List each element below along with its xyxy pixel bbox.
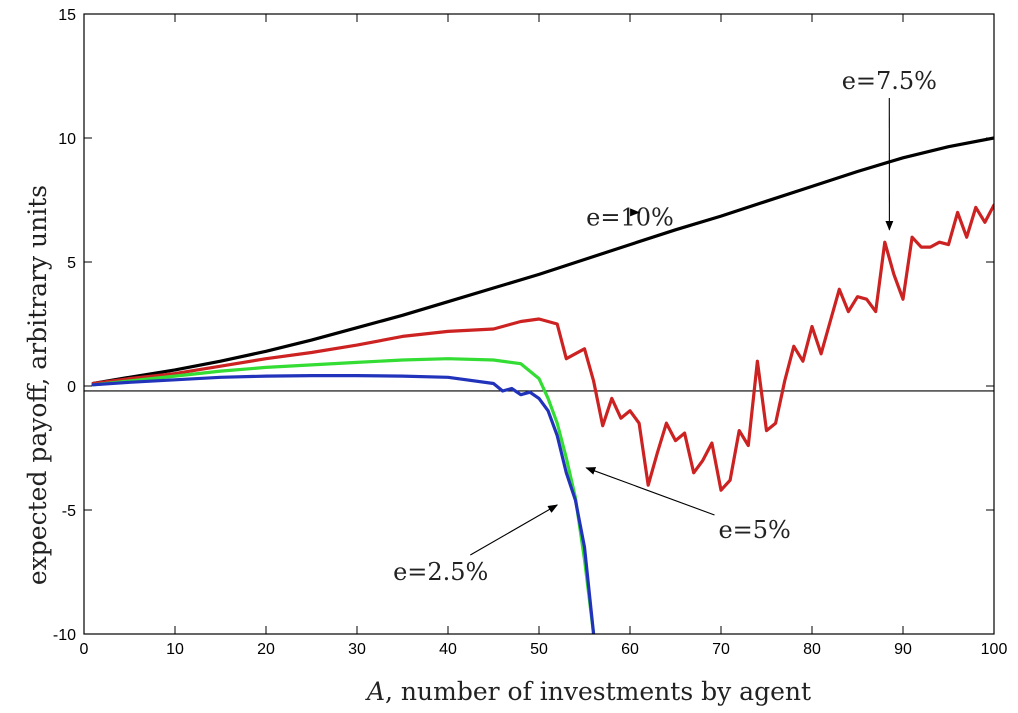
annotation-arrow-e-5 bbox=[585, 467, 715, 516]
x-tick-label: 50 bbox=[530, 641, 548, 658]
x-axis-variable: A bbox=[365, 677, 385, 706]
x-tick-label: 70 bbox=[712, 641, 730, 658]
y-tick-label: 15 bbox=[58, 7, 76, 24]
plot-background bbox=[84, 14, 994, 634]
x-tick-label: 60 bbox=[621, 641, 639, 658]
series-line-e-7-5 bbox=[91, 203, 994, 492]
x-tick-label: 40 bbox=[439, 641, 457, 658]
x-tick-label: 20 bbox=[257, 641, 275, 658]
series-line-e-2-5 bbox=[91, 374, 596, 634]
annotation-arrow-e-2-5 bbox=[470, 504, 559, 556]
x-tick-label: 100 bbox=[981, 641, 1008, 658]
tick-layer: 0 10 20 30 40 50 60 70 80 90 100 -10 -5 0 5 10 15 bbox=[53, 7, 1008, 658]
y-tick-label: 5 bbox=[67, 255, 76, 272]
y-axis-title: expected payoff, arbitrary units bbox=[23, 185, 52, 585]
plot-frame bbox=[83, 13, 995, 635]
series-line-e-5 bbox=[91, 357, 596, 634]
annotation-label-e-2-5: e=2.5% bbox=[393, 558, 488, 586]
x-axis-title-text: , number of investments by agent bbox=[385, 677, 811, 706]
y-tick-label: -5 bbox=[62, 503, 76, 520]
x-axis-title: A, number of investments by agent bbox=[365, 677, 811, 706]
x-tick-label: 90 bbox=[894, 641, 912, 658]
x-tick-label: 30 bbox=[348, 641, 366, 658]
series-line-e-10 bbox=[91, 136, 994, 386]
annotation-label-e-7-5: e=7.5% bbox=[842, 67, 937, 95]
annotation-layer: e=10% e=7.5% e=5% e=2.5% bbox=[393, 67, 937, 586]
x-tick-label: 10 bbox=[166, 641, 184, 658]
x-tick-label: 0 bbox=[80, 641, 89, 658]
y-tick-label: -10 bbox=[53, 627, 76, 644]
series-layer bbox=[91, 136, 994, 634]
annotation-label-e-5: e=5% bbox=[718, 516, 790, 544]
annotation-label-e-10: e=10% bbox=[586, 203, 674, 231]
y-tick-label: 10 bbox=[58, 131, 76, 148]
y-tick-label: 0 bbox=[67, 379, 76, 396]
x-tick-label: 80 bbox=[803, 641, 821, 658]
